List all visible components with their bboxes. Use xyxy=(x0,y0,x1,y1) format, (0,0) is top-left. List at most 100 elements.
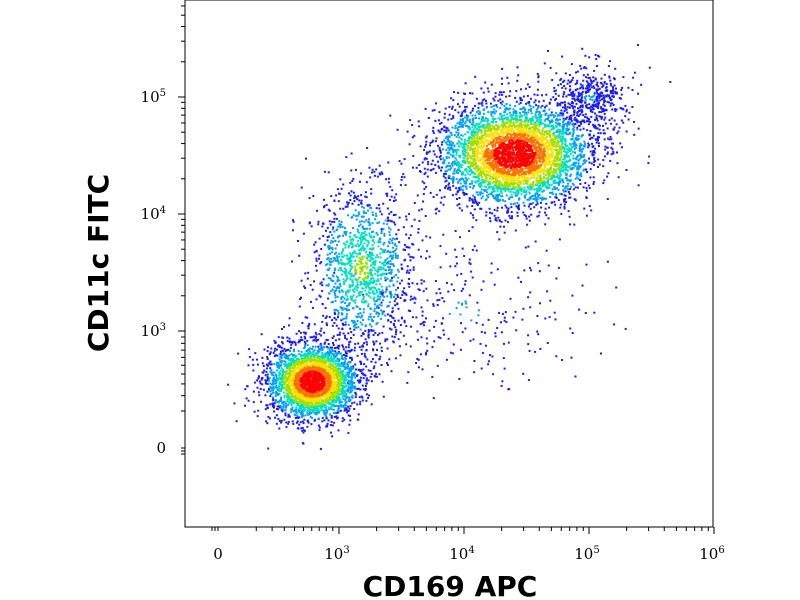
event-dot xyxy=(319,282,322,285)
event-dot xyxy=(506,210,509,213)
event-dot xyxy=(345,274,348,277)
event-dot xyxy=(461,142,464,145)
event-dot xyxy=(280,400,283,403)
event-dot xyxy=(597,95,600,98)
event-dot xyxy=(370,256,373,259)
event-dot xyxy=(340,220,343,223)
event-dot xyxy=(527,379,530,382)
event-dot xyxy=(585,159,588,162)
event-dot xyxy=(536,119,538,122)
event-dot xyxy=(260,378,263,381)
event-dot xyxy=(529,197,532,200)
event-dot xyxy=(541,181,544,183)
event-dot xyxy=(522,307,525,310)
event-dot xyxy=(345,393,348,396)
event-dot xyxy=(301,339,304,342)
event-dot xyxy=(555,126,558,129)
event-dot xyxy=(477,176,479,179)
event-dot xyxy=(467,114,470,117)
event-dot xyxy=(480,288,483,291)
event-dot xyxy=(302,429,305,432)
event-dot xyxy=(432,150,435,153)
event-dot xyxy=(269,351,272,354)
event-dot xyxy=(331,435,334,438)
event-dot xyxy=(472,117,475,120)
event-dot xyxy=(354,343,357,345)
event-dot xyxy=(501,118,504,121)
event-dot xyxy=(379,266,382,269)
event-dot xyxy=(495,110,498,113)
event-dot xyxy=(288,401,291,404)
event-dot xyxy=(574,143,577,146)
event-dot xyxy=(337,345,340,348)
event-dot xyxy=(420,336,423,339)
event-dot xyxy=(350,365,353,368)
event-dot xyxy=(590,86,593,89)
event-dot xyxy=(440,143,443,146)
event-dot xyxy=(348,309,350,311)
event-dot xyxy=(331,301,334,303)
event-dot xyxy=(335,217,338,220)
event-dot xyxy=(365,379,368,382)
event-dot xyxy=(485,211,488,214)
event-dot xyxy=(349,278,352,281)
event-dot xyxy=(612,104,615,106)
event-dot xyxy=(377,239,380,242)
event-dot xyxy=(269,417,271,420)
event-dot xyxy=(528,86,531,88)
event-dot xyxy=(378,358,381,360)
event-dot xyxy=(507,82,510,85)
event-dot xyxy=(349,235,351,238)
event-dot xyxy=(563,110,566,112)
event-dot xyxy=(385,269,387,272)
event-dot xyxy=(554,92,557,95)
event-dot xyxy=(593,99,596,102)
event-dot xyxy=(480,87,483,90)
event-dot xyxy=(527,120,530,123)
event-dot xyxy=(322,222,325,225)
event-dot xyxy=(607,172,610,175)
event-dot xyxy=(584,168,587,171)
event-dot xyxy=(296,420,299,423)
event-dot xyxy=(292,354,295,357)
event-dot xyxy=(544,211,546,214)
event-dot xyxy=(327,419,330,422)
event-dot xyxy=(536,202,539,205)
event-dot xyxy=(303,407,306,409)
event-dot xyxy=(341,269,344,272)
event-dot xyxy=(581,93,584,96)
event-dot xyxy=(491,115,494,118)
event-dot xyxy=(388,272,391,275)
event-dot xyxy=(261,362,264,365)
event-dot xyxy=(633,120,635,123)
event-dot xyxy=(413,218,416,221)
event-dot xyxy=(548,206,551,209)
event-dot xyxy=(603,112,606,115)
event-dot xyxy=(562,121,564,124)
event-dot xyxy=(468,127,471,130)
event-dot xyxy=(464,174,467,177)
event-dot xyxy=(244,404,246,407)
event-dot xyxy=(507,108,510,111)
event-dot xyxy=(317,350,320,352)
event-dot xyxy=(512,118,515,120)
event-dot xyxy=(389,268,392,271)
event-dot xyxy=(523,214,526,216)
event-dot xyxy=(380,301,383,304)
event-dot xyxy=(335,365,338,368)
event-dot xyxy=(344,376,347,378)
event-dot xyxy=(554,203,557,206)
event-dot xyxy=(453,91,455,94)
event-dot xyxy=(473,201,476,204)
event-dot xyxy=(335,275,338,278)
event-dot xyxy=(290,343,293,346)
event-dot xyxy=(448,156,451,159)
event-dot xyxy=(615,123,618,126)
event-dot xyxy=(453,145,456,148)
event-dot xyxy=(598,115,601,118)
event-dot xyxy=(273,402,276,405)
event-dot xyxy=(431,140,434,143)
event-dot xyxy=(303,285,306,288)
event-dot xyxy=(346,309,348,312)
event-dot xyxy=(269,403,272,406)
